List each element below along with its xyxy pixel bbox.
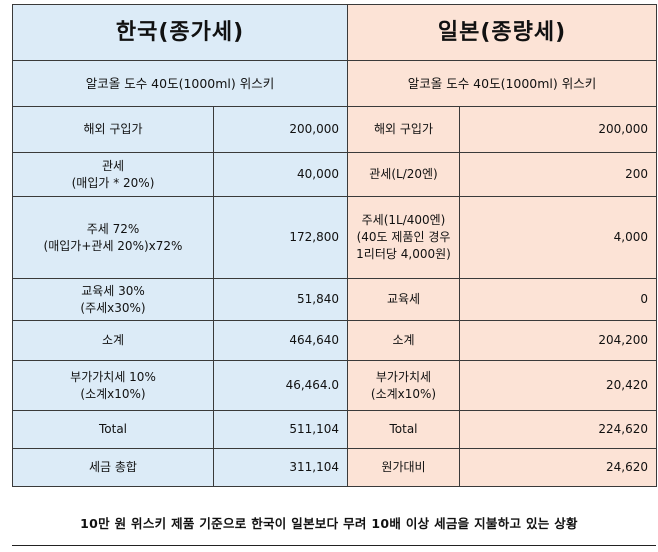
title-row: 한국(종가세) 일본(종량세) [12, 4, 657, 61]
korea-row-label: 관세 (매입가 * 20%) [12, 152, 214, 197]
korea-row-label: 주세 72% (매입가+관세 20%)x72% [12, 196, 214, 279]
korea-row-value: 46,464.0 [213, 360, 348, 411]
japan-row-label: 관세(L/20엔) [347, 152, 460, 197]
korea-row-value: 311,104 [213, 448, 348, 487]
korea-row-value: 464,640 [213, 320, 348, 361]
korea-row-value: 511,104 [213, 410, 348, 449]
korea-row-label: Total [12, 410, 214, 449]
korea-row-label: 교육세 30% (주세x30%) [12, 278, 214, 321]
japan-row-value: 4,000 [459, 196, 657, 279]
table-row: 교육세 30% (주세x30%) 51,840 교육세 0 [12, 278, 657, 321]
korea-row-label: 세금 총합 [12, 448, 214, 487]
japan-row-label: 교육세 [347, 278, 460, 321]
korea-row-label: 소계 [12, 320, 214, 361]
japan-row-label: 부가가치세 (소계x10%) [347, 360, 460, 411]
korea-row-value: 40,000 [213, 152, 348, 197]
japan-row-value: 0 [459, 278, 657, 321]
japan-row-label: 소계 [347, 320, 460, 361]
korea-row-value: 51,840 [213, 278, 348, 321]
japan-row-label: 주세(1L/400엔) (40도 제품인 경우 1리터당 4,000원) [347, 196, 460, 279]
japan-row-value: 24,620 [459, 448, 657, 487]
japan-row-label: Total [347, 410, 460, 449]
table-row: 세금 총합 311,104 원가대비 24,620 [12, 448, 657, 487]
subtitle-row: 알코올 도수 40도(1000ml) 위스키 알코올 도수 40도(1000ml… [12, 60, 657, 107]
korea-subtitle: 알코올 도수 40도(1000ml) 위스키 [12, 60, 348, 107]
korea-row-label: 해외 구입가 [12, 106, 214, 153]
korea-row-label: 부가가치세 10% (소계x10%) [12, 360, 214, 411]
table-row: Total 511,104 Total 224,620 [12, 410, 657, 449]
japan-row-label: 해외 구입가 [347, 106, 460, 153]
korea-row-value: 172,800 [213, 196, 348, 279]
japan-row-value: 204,200 [459, 320, 657, 361]
japan-row-value: 200 [459, 152, 657, 197]
japan-row-value: 224,620 [459, 410, 657, 449]
table-row: 관세 (매입가 * 20%) 40,000 관세(L/20엔) 200 [12, 152, 657, 197]
japan-subtitle: 알코올 도수 40도(1000ml) 위스키 [347, 60, 657, 107]
korea-row-value: 200,000 [213, 106, 348, 153]
japan-row-value: 200,000 [459, 106, 657, 153]
table-row: 부가가치세 10% (소계x10%) 46,464.0 부가가치세 (소계x10%)… [12, 360, 657, 411]
japan-row-value: 20,420 [459, 360, 657, 411]
table-row: 주세 72% (매입가+관세 20%)x72% 172,800 주세(1L/400엔… [12, 196, 657, 279]
japan-row-label: 원가대비 [347, 448, 460, 487]
table-row: 해외 구입가 200,000 해외 구입가 200,000 [12, 106, 657, 153]
tax-comparison-table: 한국(종가세) 일본(종량세) 알코올 도수 40도(1000ml) 위스키 알… [12, 4, 657, 487]
japan-title: 일본(종량세) [347, 4, 657, 61]
korea-title: 한국(종가세) [12, 4, 348, 61]
table-row: 소계 464,640 소계 204,200 [12, 320, 657, 361]
footer-caption: 10만 원 위스키 제품 기준으로 한국이 일본보다 무려 10배 이상 세금을… [80, 516, 578, 531]
bottom-rule [12, 545, 656, 546]
